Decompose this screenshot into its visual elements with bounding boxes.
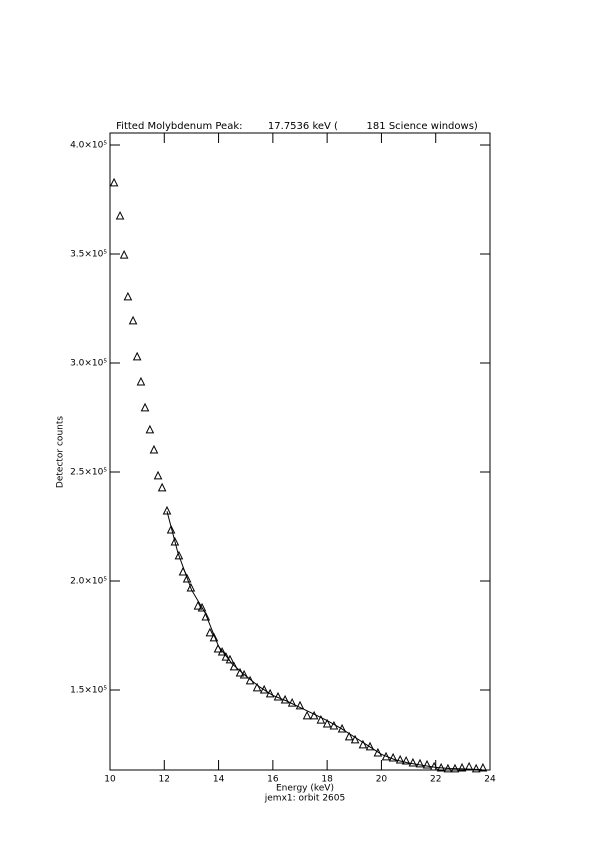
x-tick-label: 18	[321, 775, 333, 785]
x-tick-label: 20	[376, 775, 388, 785]
y-tick-label: 4.0×10⁵	[70, 140, 107, 150]
data-point	[457, 762, 467, 772]
data-point	[193, 600, 203, 610]
data-point	[186, 582, 196, 592]
data-point	[197, 602, 207, 612]
data-point	[259, 684, 269, 694]
x-axis-label: Energy (keV)	[276, 784, 334, 794]
data-point	[136, 376, 146, 386]
data-point	[217, 646, 227, 656]
x-tick-label: 14	[213, 775, 225, 785]
data-point	[162, 505, 172, 515]
chart-subtitle: jemx1: orbit 2605	[264, 794, 345, 804]
data-point	[395, 754, 405, 764]
data-point	[109, 177, 119, 187]
data-point	[201, 611, 211, 621]
data-point	[209, 632, 219, 642]
data-point	[170, 536, 180, 546]
data-point	[415, 758, 425, 768]
y-tick-label: 3.0×10⁵	[70, 358, 107, 368]
data-point	[350, 734, 360, 744]
y-tick-label: 3.5×10⁵	[70, 249, 107, 259]
data-point	[239, 669, 249, 679]
data-point	[205, 627, 215, 637]
plot-frame	[109, 132, 491, 771]
y-axis-label: Detector counts	[56, 416, 66, 488]
data-point	[388, 752, 398, 762]
data-point	[408, 757, 418, 767]
data-point	[128, 315, 138, 325]
data-point	[401, 755, 411, 765]
x-tick-label: 24	[484, 775, 496, 785]
data-point	[316, 714, 326, 724]
data-point	[322, 718, 332, 728]
data-point	[140, 402, 150, 412]
data-point	[119, 249, 129, 259]
data-point	[132, 351, 142, 361]
chart-title: Fitted Molybdenum Peak: 17.7536 keV ( 18…	[116, 121, 478, 132]
data-point	[265, 688, 275, 698]
data-point	[471, 763, 481, 773]
data-point	[145, 424, 155, 434]
x-tick-label: 22	[430, 775, 441, 785]
data-point	[344, 731, 354, 741]
data-point	[337, 723, 347, 733]
data-point	[478, 762, 488, 772]
data-point	[422, 759, 432, 769]
data-point	[221, 651, 231, 661]
fit-line	[166, 511, 482, 771]
data-point	[149, 444, 159, 454]
data-point	[464, 761, 474, 771]
data-point	[123, 291, 133, 301]
data-point	[153, 470, 163, 480]
y-tick-label: 2.0×10⁵	[70, 576, 107, 586]
data-point	[302, 710, 312, 720]
data-point	[115, 210, 125, 220]
data-point	[358, 739, 368, 749]
x-tick-label: 12	[159, 775, 170, 785]
data-point	[157, 482, 167, 492]
x-tick-label: 10	[104, 775, 116, 785]
data-point	[229, 661, 239, 671]
data-point	[252, 682, 262, 692]
y-tick-label: 1.5×10⁵	[70, 685, 107, 695]
data-point	[373, 747, 383, 757]
data-point	[182, 573, 192, 583]
y-tick-label: 2.5×10⁵	[70, 467, 107, 477]
x-tick-label: 16	[267, 775, 279, 785]
data-point	[166, 524, 176, 534]
data-point	[295, 700, 305, 710]
data-point	[174, 550, 184, 560]
